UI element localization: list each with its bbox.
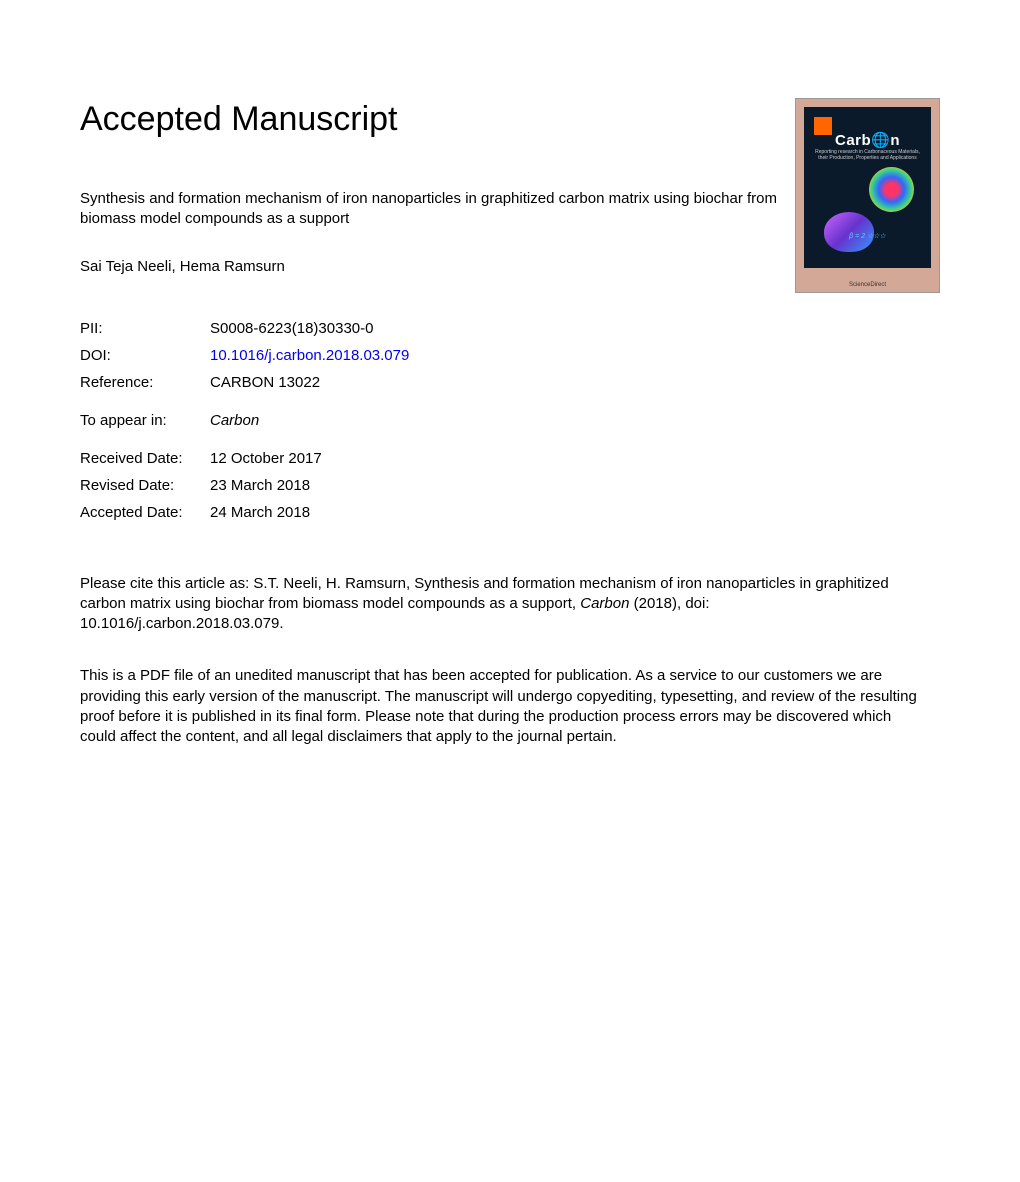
cover-publisher: ScienceDirect: [796, 282, 939, 288]
doi-link[interactable]: 10.1016/j.carbon.2018.03.079: [210, 347, 409, 364]
disclaimer-text: This is a PDF file of an unedited manusc…: [80, 666, 930, 747]
meta-value: 12 October 2017: [210, 434, 409, 472]
meta-label: PII:: [80, 315, 210, 342]
meta-value: CARBON 13022: [210, 369, 409, 396]
meta-row-accepted: Accepted Date: 24 March 2018: [80, 499, 409, 526]
meta-value: 24 March 2018: [210, 499, 409, 526]
cover-subtitle: Reporting research in Carbonaceous Mater…: [812, 149, 923, 161]
meta-label: DOI:: [80, 342, 210, 369]
cover-graphic-icon: [869, 167, 914, 212]
cover-journal-name: Carb🌐n: [804, 131, 931, 149]
meta-row-reference: Reference: CARBON 13022: [80, 369, 409, 396]
citation-block: Please cite this article as: S.T. Neeli,…: [80, 574, 910, 635]
meta-value: 23 March 2018: [210, 472, 409, 499]
meta-row-received: Received Date: 12 October 2017: [80, 434, 409, 472]
meta-value: S0008-6223(18)30330-0: [210, 315, 409, 342]
citation-prefix: Please cite this article as: S.T. Neeli,…: [80, 575, 889, 612]
journal-cover-thumbnail: Carb🌐n Reporting research in Carbonaceou…: [795, 98, 940, 293]
meta-label: Reference:: [80, 369, 210, 396]
meta-label: To appear in:: [80, 396, 210, 434]
metadata-table: PII: S0008-6223(18)30330-0 DOI: 10.1016/…: [80, 315, 409, 526]
meta-row-revised: Revised Date: 23 March 2018: [80, 472, 409, 499]
meta-label: Received Date:: [80, 434, 210, 472]
meta-row-pii: PII: S0008-6223(18)30330-0: [80, 315, 409, 342]
meta-value-journal: Carbon: [210, 396, 409, 434]
cover-formula: β = 2 ☆☆☆: [804, 232, 931, 240]
meta-row-appear: To appear in: Carbon: [80, 396, 409, 434]
meta-label: Accepted Date:: [80, 499, 210, 526]
meta-label: Revised Date:: [80, 472, 210, 499]
citation-journal: Carbon: [580, 595, 629, 612]
article-title: Synthesis and formation mechanism of iro…: [80, 189, 800, 230]
cover-inner: Carb🌐n Reporting research in Carbonaceou…: [804, 107, 931, 268]
meta-row-doi: DOI: 10.1016/j.carbon.2018.03.079: [80, 342, 409, 369]
